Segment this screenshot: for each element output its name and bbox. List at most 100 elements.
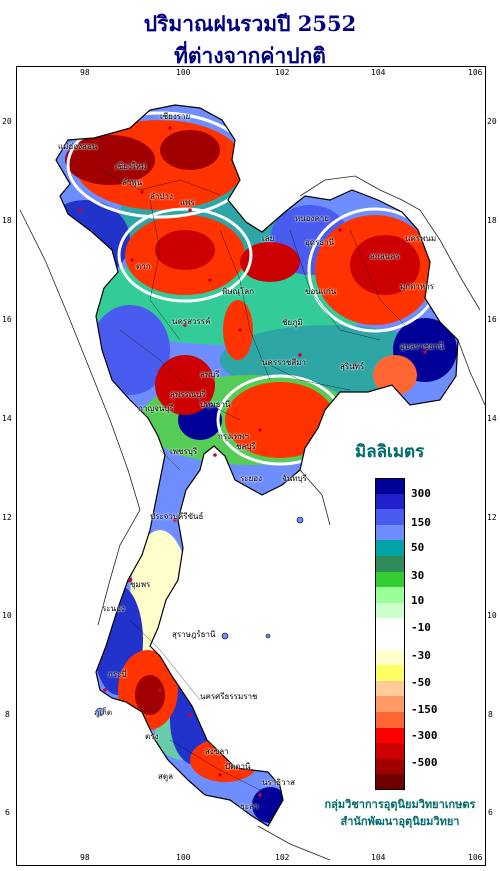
place-label: นครศรีธรรมราช (200, 692, 258, 701)
lat-tick: 14 (2, 414, 12, 423)
legend-swatch (375, 524, 405, 541)
legend-swatch (375, 478, 405, 494)
legend-label: -10 (411, 621, 431, 634)
place-label: สุรินทร์ (340, 362, 365, 371)
legend-swatch (375, 633, 405, 650)
legend-label: 50 (411, 541, 425, 554)
place-label: อุดรธานี (305, 238, 335, 247)
place-label: มุกดาหาร (400, 282, 434, 291)
lon-tick: 98 (80, 853, 90, 862)
lat-tick: 16 (487, 315, 497, 324)
place-label: แม่ฮ่องสอน (58, 142, 98, 151)
place-label: สกลนคร (370, 252, 400, 261)
legend-label: 30 (411, 569, 425, 582)
legend-swatch (375, 649, 405, 666)
legend-swatch (375, 618, 405, 634)
map-subtitle: ที่ต่างจากค่าปกติ (174, 43, 326, 68)
legend-swatch (375, 571, 405, 588)
lat-tick: 6 (5, 808, 10, 817)
place-label: ลำปาง (150, 192, 173, 201)
station-markers (78, 126, 427, 797)
legend-swatch (375, 680, 405, 697)
lat-tick: 18 (487, 216, 497, 225)
place-label: แพร่ (180, 198, 195, 207)
map-title: ปริมาณฝนรวมปี 2552 (143, 11, 357, 36)
legend-label: 300 (411, 487, 431, 500)
legend-swatch (375, 509, 405, 525)
lat-tick: 10 (487, 611, 497, 620)
legend-label: -300 (411, 729, 438, 742)
place-label: ภูเก็ต (94, 708, 113, 717)
lat-tick: 12 (487, 513, 497, 522)
legend-swatch (375, 758, 405, 775)
place-label: เพชรบุรี (170, 447, 198, 456)
legend-label: -150 (411, 703, 438, 716)
place-label: ลำพูน (122, 178, 143, 187)
lon-tick: 100 (176, 853, 191, 862)
legend-label: -30 (411, 649, 431, 662)
legend-swatch (375, 696, 405, 712)
lon-tick: 106 (468, 68, 483, 77)
place-label: ตาก (136, 262, 151, 271)
credit-line-2: สำนักพัฒนาอุตุนิยมวิทยา (340, 815, 460, 828)
lat-tick: 14 (487, 414, 497, 423)
place-label: เชียงใหม่ (115, 162, 147, 171)
lat-tick: 20 (487, 117, 497, 126)
legend-title: มิลลิเมตร (355, 442, 425, 462)
legend-swatch (375, 774, 405, 790)
place-label: นครราชสีมา (262, 358, 306, 367)
place-label: ปทุมธานี (200, 400, 231, 409)
legend-colorbar (375, 478, 405, 790)
place-label: กระบี่ (108, 670, 127, 679)
place-label: เลย (262, 234, 275, 243)
legend-label: -50 (411, 676, 431, 689)
place-label: หนองคาย (295, 214, 329, 223)
legend-swatch (375, 555, 405, 572)
place-label: สุพรรณบุรี (170, 390, 206, 399)
thailand-outline (55, 104, 459, 827)
lat-tick: 8 (5, 710, 10, 719)
place-label: ยะลา (240, 802, 259, 811)
legend-label: -500 (411, 756, 438, 769)
lat-tick: 8 (488, 710, 493, 719)
place-label: ระยอง (240, 474, 262, 483)
legend-label: 10 (411, 594, 425, 607)
place-label: นครสวรรค์ (172, 317, 211, 326)
legend-swatch (375, 743, 405, 759)
legend-swatch (375, 587, 405, 603)
place-label: ลพบุรี (200, 370, 220, 379)
place-label: นราธิวาส (262, 778, 296, 787)
lat-tick: 20 (2, 117, 12, 126)
place-label: สุราษฎร์ธานี (172, 630, 216, 639)
legend-swatch (375, 727, 405, 744)
place-label: อุบลราชธานี (400, 342, 444, 351)
place-label: พิษณุโลก (222, 287, 255, 296)
place-label: ขอนแก่น (305, 287, 337, 296)
neighbour-borders (19, 175, 486, 861)
lat-tick: 16 (2, 315, 12, 324)
lat-tick: 18 (2, 216, 12, 225)
place-label: กรุงเทพฯ (218, 432, 249, 441)
lon-tick: 102 (275, 853, 290, 862)
place-label: จันทบุรี (282, 474, 307, 483)
legend-swatch (375, 665, 405, 681)
lon-tick: 102 (275, 68, 290, 77)
legend-swatch (375, 711, 405, 728)
legend-swatch (375, 540, 405, 556)
legend-swatch (375, 602, 405, 619)
place-label: เชียงราย (160, 112, 191, 121)
place-label: ประจวบคีรีขันธ์ (150, 512, 204, 521)
place-label: นครพนม (405, 234, 437, 243)
lon-tick: 100 (176, 68, 191, 77)
place-label: สตูล (158, 772, 173, 781)
lat-tick: 10 (2, 611, 12, 620)
legend-label: 150 (411, 516, 431, 529)
lon-tick: 106 (468, 853, 483, 862)
place-label: สงขลา (205, 747, 229, 756)
credit-line-1: กลุ่มวิชาการอุตุนิยมวิทยาเกษตร (324, 798, 476, 811)
place-label: ตรัง (145, 732, 159, 741)
place-label: ระนอง (102, 604, 125, 613)
lon-tick: 104 (371, 853, 386, 862)
lon-tick: 104 (371, 68, 386, 77)
